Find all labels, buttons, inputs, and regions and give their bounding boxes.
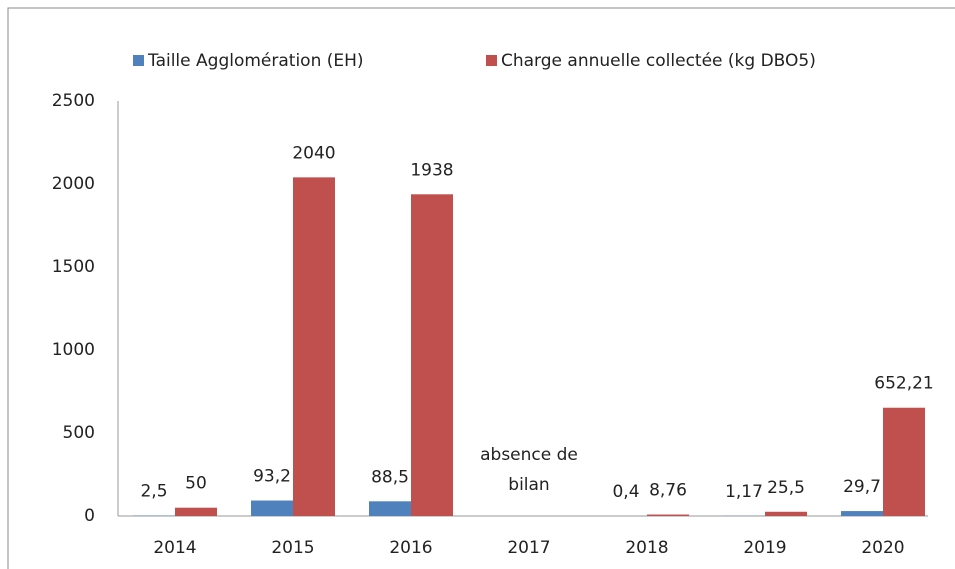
annotation: absence de bilan xyxy=(480,445,578,495)
x-tick-label: 2018 xyxy=(625,538,668,558)
value-label: 29,7 xyxy=(843,477,881,497)
bar xyxy=(647,514,689,516)
y-tick-label: 0 xyxy=(84,506,95,526)
value-label: 1938 xyxy=(410,160,453,180)
bar xyxy=(175,507,217,516)
value-label: 88,5 xyxy=(371,467,409,487)
value-label: 93,2 xyxy=(253,467,291,487)
y-tick-label: 1500 xyxy=(52,257,95,277)
chart-frame xyxy=(7,7,955,569)
y-tick-label: 2500 xyxy=(52,91,95,111)
value-label: 2,5 xyxy=(140,482,167,502)
x-tick-label: 2017 xyxy=(507,538,550,558)
y-tick-label: 1000 xyxy=(52,340,95,360)
value-label: 50 xyxy=(185,474,207,494)
y-tick-label: 500 xyxy=(63,423,95,443)
x-tick-label: 2014 xyxy=(153,538,196,558)
bar xyxy=(765,511,807,516)
value-label: 1,17 xyxy=(725,482,763,502)
legend-label: Charge annuelle collectée (kg DBO5) xyxy=(501,51,816,71)
value-label: 0,4 xyxy=(612,482,639,502)
legend-swatch xyxy=(133,55,144,66)
x-tick-label: 2016 xyxy=(389,538,432,558)
value-label: 8,76 xyxy=(649,481,687,501)
bar xyxy=(369,501,411,516)
bar xyxy=(251,500,293,516)
y-tick-label: 2000 xyxy=(52,174,95,194)
value-label: 2040 xyxy=(292,143,335,163)
bar xyxy=(841,511,883,516)
bar xyxy=(293,177,335,517)
legend-label: Taille Agglomération (EH) xyxy=(147,51,364,71)
value-label: 25,5 xyxy=(767,478,805,498)
x-tick-label: 2019 xyxy=(743,538,786,558)
x-tick-label: 2015 xyxy=(271,538,314,558)
legend-swatch xyxy=(486,55,497,66)
bar xyxy=(883,407,925,516)
x-tick-label: 2020 xyxy=(861,538,904,558)
value-label: 652,21 xyxy=(874,374,933,394)
bar xyxy=(411,194,453,517)
